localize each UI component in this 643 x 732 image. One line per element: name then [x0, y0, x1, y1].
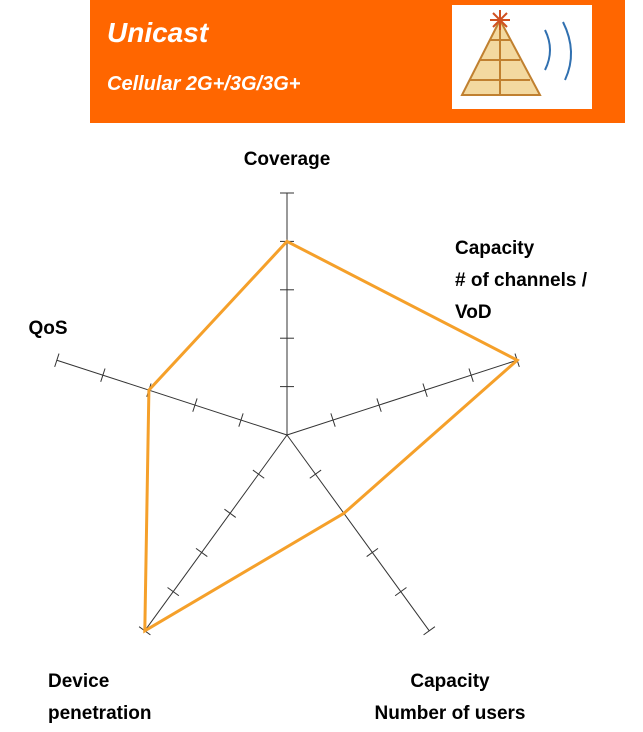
- tick-mark: [366, 547, 379, 557]
- axis-label: # of channels /: [455, 270, 588, 291]
- tick-mark: [309, 469, 322, 479]
- tick-mark: [422, 383, 428, 397]
- tick-mark: [252, 469, 265, 479]
- axis-label: Device: [48, 671, 109, 692]
- tick-mark: [238, 413, 244, 427]
- axis-line: [286, 359, 518, 436]
- tick-mark: [100, 368, 106, 382]
- axis-label: Coverage: [244, 149, 331, 170]
- axis-label: QoS: [28, 318, 67, 339]
- tick-mark: [394, 587, 407, 597]
- antenna-icon: [452, 5, 592, 109]
- axis-label: Number of users: [375, 703, 526, 724]
- axis-line: [286, 434, 430, 632]
- tick-mark: [54, 353, 60, 368]
- axis-line: [56, 359, 288, 436]
- tick-mark: [423, 626, 436, 636]
- tick-mark: [330, 413, 336, 427]
- axis-label: Capacity: [410, 671, 490, 692]
- tick-mark: [468, 368, 474, 382]
- tick-mark: [224, 508, 237, 518]
- tick-mark: [167, 587, 180, 597]
- chart-subtitle: Cellular 2G+/3G/3G+: [107, 73, 301, 95]
- axis-label: penetration: [48, 703, 151, 724]
- tick-mark: [376, 398, 382, 412]
- axis-label: Capacity: [455, 238, 535, 259]
- axis-line: [144, 434, 288, 632]
- axis-label: VoD: [455, 302, 492, 323]
- tick-mark: [192, 398, 198, 412]
- data-polygon: [143, 239, 520, 634]
- tick-mark: [195, 547, 208, 557]
- chart-title: Unicast: [107, 17, 210, 48]
